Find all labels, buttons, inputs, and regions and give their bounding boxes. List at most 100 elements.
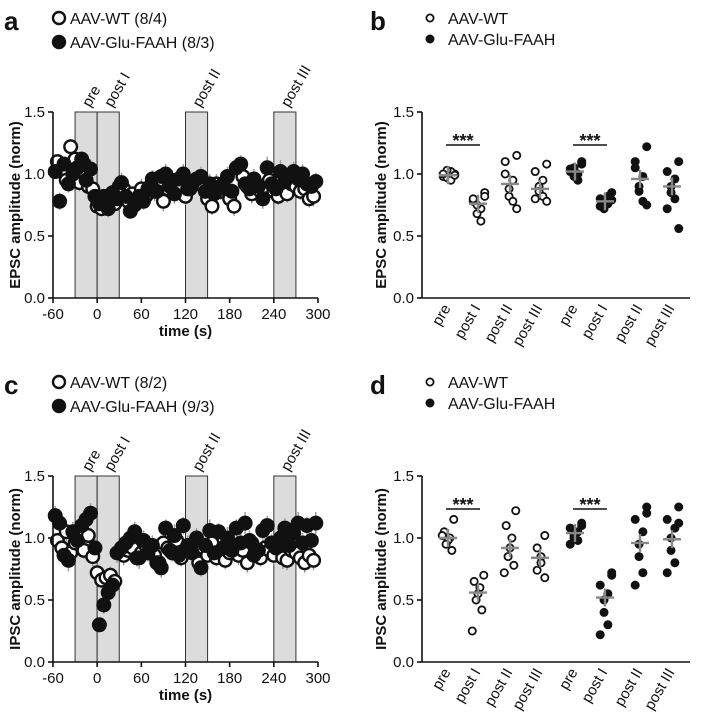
y-axis-label: EPSC amplitude (norm) [7, 121, 24, 289]
data-point [87, 540, 103, 556]
x-tick-label: 300 [305, 306, 330, 323]
data-point [469, 576, 479, 586]
data-point [565, 539, 575, 549]
data-point [638, 568, 648, 578]
y-tick-label: 0.0 [393, 654, 414, 671]
legend-marker [425, 34, 435, 44]
data-point [512, 150, 522, 160]
data-point [127, 524, 143, 540]
data-point [255, 191, 271, 207]
data-point [250, 542, 266, 558]
data-point [595, 630, 605, 640]
x-tick-label: 180 [217, 670, 242, 687]
category-label: pre [429, 666, 455, 693]
data-point [674, 157, 684, 167]
x-tick-label: 300 [305, 670, 330, 687]
x-tick-label: 240 [261, 670, 286, 687]
x-tick-label: -60 [42, 670, 64, 687]
data-point [100, 201, 116, 217]
window-label: post II [189, 66, 224, 110]
data-point [670, 558, 680, 568]
data-point [153, 560, 169, 576]
data-point [607, 195, 617, 205]
window-label: post II [189, 430, 224, 474]
data-point [509, 560, 519, 570]
legend-label: AAV-WT [448, 11, 508, 28]
data-point [175, 166, 191, 182]
data-point [193, 560, 209, 576]
data-point [52, 515, 68, 531]
legend-marker [51, 34, 67, 50]
panel-label: c [4, 370, 18, 400]
x-axis-label: time (s) [159, 323, 212, 340]
data-point [56, 156, 72, 172]
y-tick-label: 0.0 [24, 654, 45, 671]
y-tick-label: 0.0 [393, 290, 414, 307]
data-point [530, 194, 540, 204]
x-tick-label: 240 [261, 306, 286, 323]
y-tick-label: 1.5 [24, 104, 45, 121]
data-point [674, 224, 684, 234]
legend-label: AAV-WT [448, 375, 508, 392]
legend-marker [425, 398, 435, 408]
data-point [166, 186, 182, 202]
category-label: post III [509, 302, 546, 349]
window-label: post III [278, 427, 315, 474]
data-point [136, 193, 152, 209]
window-label: post I [101, 70, 134, 110]
data-point [83, 161, 99, 177]
panel-label: d [370, 370, 386, 400]
panel-label: b [370, 6, 386, 36]
data-point [565, 523, 575, 533]
data-point [603, 620, 613, 630]
data-point [449, 514, 459, 524]
legend-label: AAV-Glu-FAAH (9/3) [70, 399, 215, 416]
data-point [250, 178, 266, 194]
data-point [674, 502, 684, 512]
stimulus-window [273, 475, 297, 663]
x-tick-label: 120 [173, 306, 198, 323]
data-point [638, 527, 648, 537]
data-point [281, 537, 297, 553]
data-point [52, 193, 68, 209]
data-point [595, 580, 605, 590]
data-point [166, 528, 182, 544]
data-point [532, 565, 542, 575]
data-point [480, 191, 490, 201]
y-tick-label: 1.5 [393, 104, 414, 121]
legend-label: AAV-WT (8/2) [70, 375, 167, 392]
legend-label: AAV-Glu-FAAH [448, 396, 555, 413]
window-label: pre [79, 447, 105, 474]
legend-marker [425, 13, 435, 23]
x-tick-label: 60 [133, 306, 150, 323]
data-point [595, 201, 605, 211]
data-point [308, 173, 324, 189]
data-point [634, 552, 644, 562]
category-label: pre [429, 302, 455, 329]
data-point [175, 518, 191, 534]
data-point [242, 532, 258, 548]
data-point [219, 530, 235, 546]
x-tick-label: 60 [133, 670, 150, 687]
data-point [501, 521, 511, 531]
data-point [105, 577, 121, 593]
y-axis-label: IPSC amplitude (norm) [373, 488, 390, 650]
legend-marker [51, 374, 67, 390]
data-point [477, 605, 487, 615]
category-label: post III [641, 666, 678, 713]
y-tick-label: 1.0 [393, 166, 414, 183]
significance-label: *** [452, 495, 473, 515]
data-point [113, 175, 129, 191]
legend-label: AAV-Glu-FAAH (8/3) [70, 35, 215, 52]
data-point [184, 545, 200, 561]
data-point [224, 183, 240, 199]
y-tick-label: 0.5 [393, 592, 414, 609]
data-point [630, 163, 640, 173]
data-point [479, 570, 489, 580]
data-point [542, 196, 552, 206]
data-point [607, 570, 617, 580]
x-axis-label: time (s) [159, 687, 212, 704]
data-point [158, 166, 174, 182]
data-point [577, 521, 587, 531]
data-point [447, 545, 457, 555]
